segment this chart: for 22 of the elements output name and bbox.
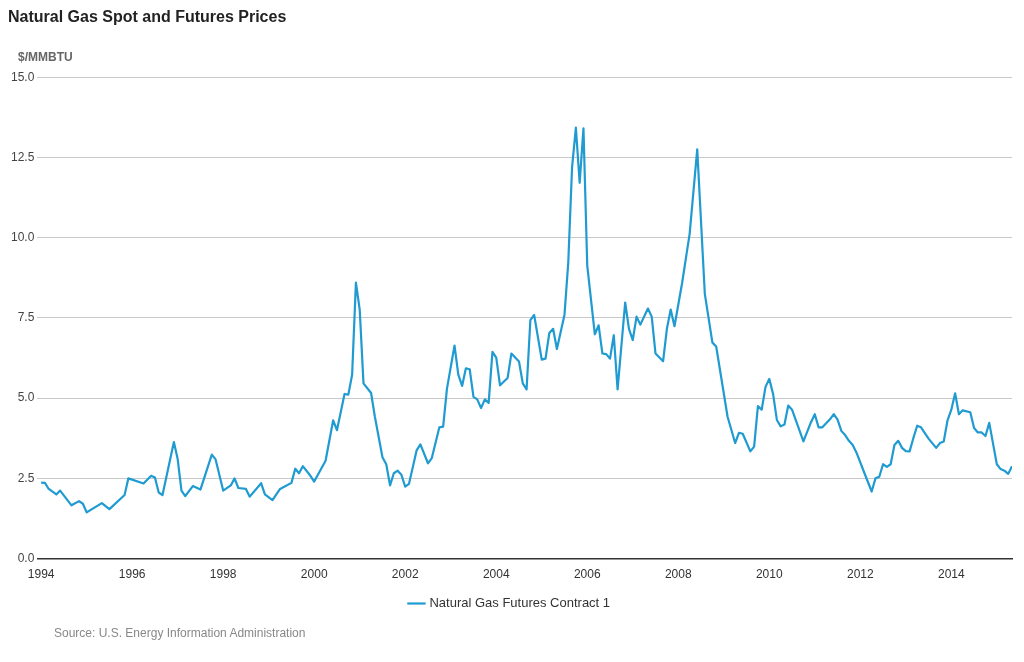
y-tick-label: 0.0 <box>17 550 35 565</box>
legend-label: Natural Gas Futures Contract 1 <box>429 595 611 611</box>
y-tick-label: 5.0 <box>17 390 35 405</box>
y-tick-label: 2.5 <box>17 470 35 485</box>
y-axis-title: $/MMBTU <box>18 49 73 64</box>
source-note: Source: U.S. Energy Information Administration <box>54 626 307 640</box>
x-tick-label: 1998 <box>209 567 237 582</box>
x-tick-label: 1994 <box>27 567 55 582</box>
y-tick-label: 15.0 <box>11 69 35 84</box>
x-tick-label: 2014 <box>937 567 965 582</box>
chart-title: Natural Gas Spot and Futures Prices <box>8 8 287 26</box>
x-tick-label: 2006 <box>573 567 601 582</box>
x-tick-label: 2004 <box>482 567 510 582</box>
y-tick-label: 10.0 <box>11 229 35 244</box>
y-tick-label: 7.5 <box>17 310 35 325</box>
x-tick-label: 2000 <box>300 567 328 582</box>
x-tick-label: 2002 <box>391 567 419 582</box>
x-tick-label: 2008 <box>664 567 692 582</box>
x-tick-label: 2012 <box>846 567 874 582</box>
x-tick-label: 1996 <box>118 567 146 582</box>
x-tick-label: 2010 <box>755 567 783 582</box>
y-tick-label: 12.5 <box>11 149 35 164</box>
